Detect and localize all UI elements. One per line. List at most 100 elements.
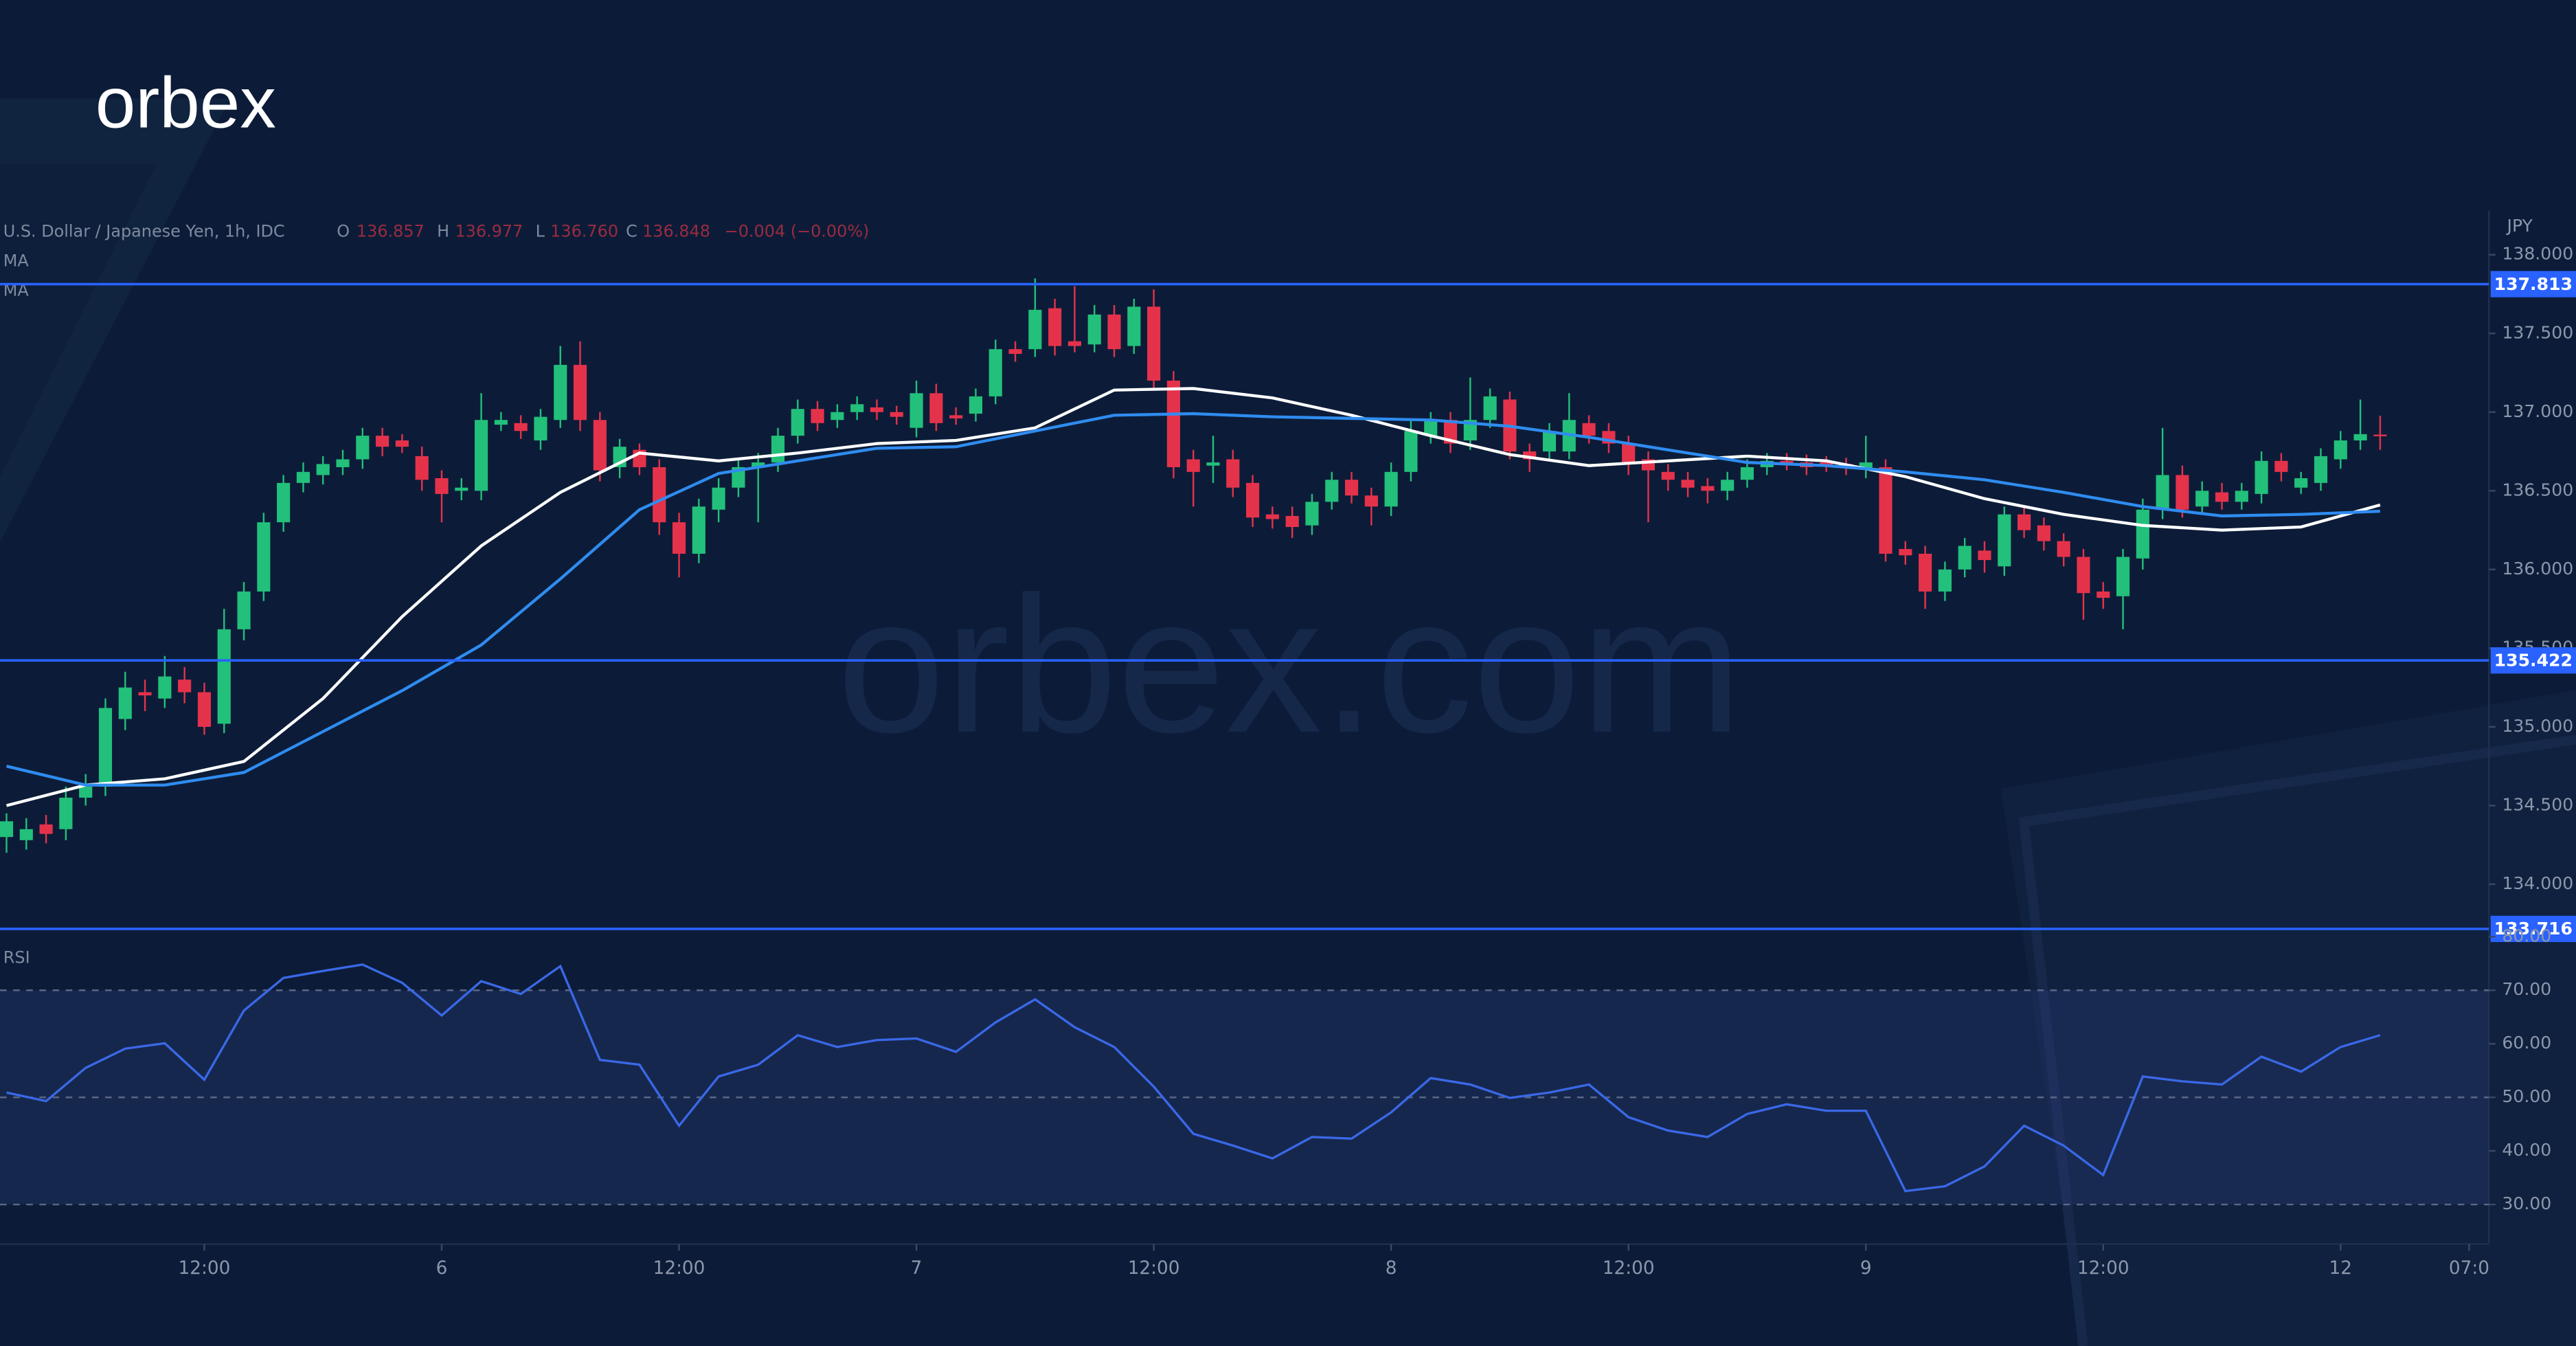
candle-body: [1384, 471, 1398, 507]
candle-body: [2156, 475, 2169, 510]
candle-body: [2077, 557, 2090, 594]
candle-body: [1305, 502, 1319, 526]
candle-body: [158, 676, 172, 699]
candle-body: [1582, 423, 1596, 436]
x-tick-label: 12:00: [1128, 1258, 1180, 1279]
candle-body: [1067, 341, 1081, 346]
candle-body: [2334, 440, 2347, 460]
ohlc-key: C: [626, 221, 637, 240]
candle-body: [1740, 467, 1754, 480]
candle-body: [2215, 492, 2229, 502]
candle-body: [2274, 460, 2288, 472]
candle-body: [1859, 462, 1873, 469]
candle-body: [850, 404, 864, 412]
candle-body: [1166, 380, 1180, 467]
pane-title: RSI: [3, 948, 30, 967]
candle-body: [1701, 486, 1715, 491]
candle-body: [2353, 434, 2367, 441]
candle-body: [1028, 309, 1042, 350]
y-tick-label: 137.500: [2502, 322, 2573, 342]
candle-body: [2176, 475, 2189, 510]
candle-body: [1147, 306, 1161, 381]
y-tick-label: 138.000: [2502, 244, 2573, 264]
level-label-box: [2490, 915, 2576, 943]
candle-body: [1721, 480, 1735, 491]
candle-body: [1780, 460, 1794, 464]
ohlc-key: H: [437, 221, 449, 240]
y-tick-label: 137.000: [2502, 401, 2573, 421]
candle-body: [2314, 456, 2328, 483]
candle-body: [534, 416, 547, 441]
candle-body: [2373, 434, 2387, 436]
candle-body: [949, 415, 963, 418]
candle-body: [1246, 482, 1260, 518]
candle-body: [1364, 495, 1378, 507]
y-tick-label: 50.00: [2502, 1086, 2551, 1106]
candle-body: [2037, 525, 2050, 541]
candle-body: [1899, 549, 1912, 556]
candle-body: [336, 459, 350, 467]
candle-body: [1978, 550, 1991, 561]
candle-body: [2235, 491, 2248, 502]
candle-body: [1008, 349, 1022, 355]
candle-body: [277, 482, 291, 523]
candle-body: [988, 349, 1002, 396]
candle-body: [2097, 591, 2110, 598]
x-tick-label: 12:00: [1603, 1258, 1655, 1279]
level-label: 133.716: [2494, 919, 2573, 939]
decor-shape: [2018, 734, 2576, 1346]
candle-body: [831, 412, 844, 420]
candle-body: [969, 396, 983, 414]
x-tick-label: 6: [436, 1258, 448, 1279]
x-tick-label: 12:00: [2077, 1258, 2129, 1279]
candle-body: [1483, 396, 1497, 420]
candle-body: [692, 506, 705, 554]
candle-body: [909, 393, 923, 428]
candle-body: [2195, 491, 2209, 507]
candle-body: [1958, 546, 1971, 570]
candle-body: [672, 522, 686, 554]
candle-body: [118, 687, 132, 719]
candle-body: [2255, 460, 2268, 494]
candle-body: [1087, 314, 1101, 345]
candle-body: [1523, 451, 1537, 460]
candle-body: [791, 409, 804, 436]
decor-shape: [2000, 690, 2576, 1346]
candle-body: [0, 821, 14, 838]
candle-body: [98, 708, 113, 787]
ma-line: [5, 412, 2380, 787]
ohlc-value: 136.857: [357, 221, 425, 240]
candle-body: [1285, 515, 1299, 527]
x-tick-label: 12:00: [179, 1258, 231, 1279]
candle-body: [593, 420, 607, 471]
candle-body: [1127, 306, 1141, 346]
candle-body: [217, 629, 231, 724]
x-tick-label: 12: [2329, 1258, 2352, 1279]
y-tick-label: 134.500: [2502, 794, 2573, 814]
legend-entry: MA: [3, 251, 30, 270]
level-label-box: [2490, 271, 2576, 298]
candle-body: [1424, 420, 1438, 436]
rsi-band: [0, 990, 2489, 1205]
ohlc-key: O: [337, 221, 350, 240]
ohlc-value: 136.760: [550, 221, 618, 240]
unit-label: JPY: [2506, 216, 2533, 236]
x-tick-label: 8: [1386, 1258, 1397, 1279]
candle-body: [415, 456, 429, 480]
watermark: orbex.com: [837, 557, 1742, 773]
y-tick-label: 136.000: [2502, 559, 2573, 579]
candle-body: [1661, 471, 1675, 480]
candle-body: [1622, 443, 1636, 464]
candle-body: [1048, 308, 1062, 346]
level-label-box: [2490, 647, 2576, 674]
candle-body: [890, 412, 903, 417]
change: −0.004 (−0.00%): [725, 221, 870, 240]
candle-body: [1443, 420, 1458, 444]
candle-body: [178, 680, 192, 693]
candle-body: [197, 692, 212, 727]
candle-body: [435, 478, 449, 494]
candle-body: [257, 522, 271, 592]
candle-body: [514, 423, 528, 431]
